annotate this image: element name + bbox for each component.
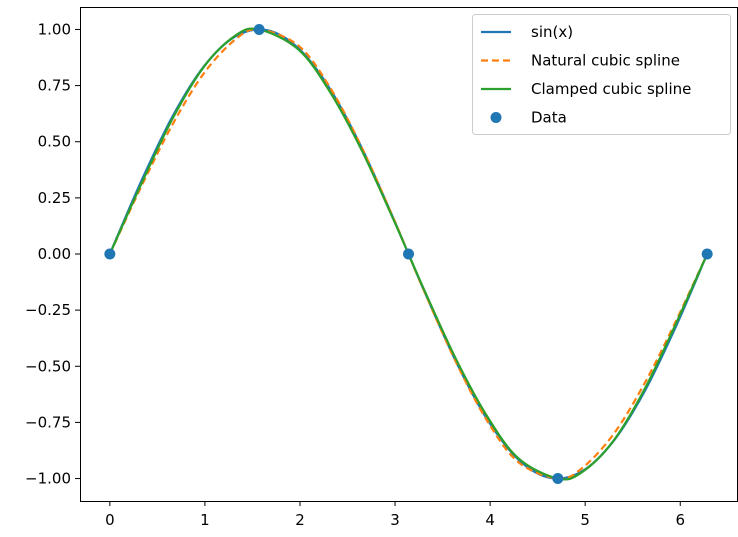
legend-label-sin-x: sin(x) — [531, 23, 573, 41]
y-tick-label: 0.00 — [38, 245, 71, 263]
y-tick-label: −0.75 — [25, 413, 71, 431]
legend-box — [472, 14, 731, 135]
y-tick-label: 1.00 — [38, 20, 71, 38]
data-point — [104, 248, 116, 260]
y-tick-label: −0.50 — [25, 357, 71, 375]
x-tick-label: 6 — [675, 511, 685, 529]
legend-marker-data — [490, 112, 502, 123]
x-tick-label: 5 — [580, 511, 590, 529]
x-tick-label: 1 — [200, 511, 210, 529]
legend-label-data: Data — [531, 109, 567, 127]
legend-label-clamped-cubic-spline: Clamped cubic spline — [531, 80, 691, 98]
x-tick-label: 2 — [295, 511, 305, 529]
x-tick-label: 0 — [105, 511, 115, 529]
legend-label-natural-cubic-spline: Natural cubic spline — [531, 52, 680, 70]
series-layer — [104, 23, 713, 485]
y-tick-label: 0.50 — [38, 133, 71, 151]
ticks-layer: 0 1 2 3 4 5 6 1.00 0.75 0.50 0.25 0.00 −0.25 −0.50 −0.… — [25, 20, 685, 529]
data-point — [552, 473, 564, 485]
data-point — [253, 23, 265, 35]
x-tick-label: 4 — [485, 511, 495, 529]
data-point — [701, 248, 713, 260]
legend-entries: sin(x) Natural cubic spline Clamped cubic … — [481, 23, 691, 127]
y-tick-label: 0.75 — [38, 77, 71, 95]
legend: sin(x) Natural cubic spline Clamped cubic … — [472, 14, 731, 135]
y-tick-label: −0.25 — [25, 301, 71, 319]
data-point — [403, 248, 415, 260]
x-tick-label: 3 — [390, 511, 400, 529]
y-tick-label: 0.25 — [38, 189, 71, 207]
y-tick-label: −1.00 — [25, 470, 71, 488]
